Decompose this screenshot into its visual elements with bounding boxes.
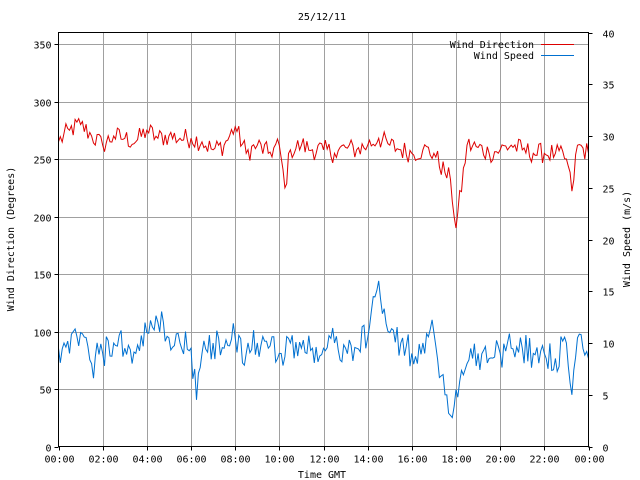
legend-label: Wind Direction [450,40,534,51]
y-right-tick-label: 35 [603,81,615,92]
y-left-tick-label: 0 [45,444,51,455]
x-axis-label: Time GMT [298,470,346,480]
x-tick-label: 20:00 [485,455,515,466]
x-tick-label: 16:00 [397,455,427,466]
y-left-tick-label: 350 [33,41,51,52]
x-tick-label: 02:00 [88,455,118,466]
y-right-tick-label: 15 [603,288,615,299]
plot-frame [58,32,589,447]
x-tick-label: 08:00 [220,455,250,466]
y-right-tick-label: 5 [603,392,609,403]
x-tick-label: 00:00 [44,455,74,466]
x-tick-label: 12:00 [309,455,339,466]
x-tick-label: 04:00 [132,455,162,466]
y-axis-label-left: Wind Direction (Degrees) [6,167,17,312]
data-series [58,117,589,419]
y-left-tick-label: 300 [33,99,51,110]
x-tick-label: 06:00 [176,455,206,466]
y-left-tick-label: 200 [33,214,51,225]
chart-title: 25/12/11 [298,12,346,23]
x-tick-label: 14:00 [353,455,383,466]
series-line-wind-speed [58,280,589,419]
x-tick-label: 10:00 [264,455,294,466]
y-right-tick-label: 25 [603,185,615,196]
legend-label: Wind Speed [474,51,534,62]
axes: 00:00 02:00 04:00 06:00 08:00 10:00 12:00 14:00… [33,30,614,466]
y-right-tick-label: 40 [603,30,615,41]
y-left-tick-label: 150 [33,271,51,282]
x-tick-label: 00:00 [574,455,604,466]
grid-lines [58,32,589,447]
y-right-tick-label: 30 [603,133,615,144]
y-left-tick-label: 250 [33,156,51,167]
y-right-tick-label: 10 [603,340,615,351]
y-right-tick-label: 0 [603,444,609,455]
y-left-tick-label: 100 [33,329,51,340]
y-right-tick-label: 20 [603,237,615,248]
x-tick-label: 22:00 [529,455,559,466]
series-line-wind-direction [58,117,589,229]
x-tick-label: 18:00 [441,455,471,466]
y-left-tick-label: 50 [39,386,51,397]
y-axis-label-right: Wind Speed (m/s) [622,191,633,287]
